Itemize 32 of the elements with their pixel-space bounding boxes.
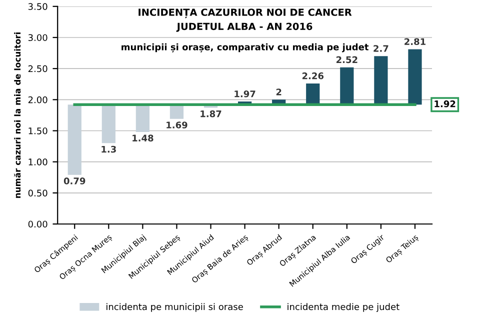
bar bbox=[408, 49, 422, 105]
y-tick-label: 1.00 bbox=[28, 158, 48, 166]
y-tick-label: 2.50 bbox=[28, 65, 48, 72]
data-label: 2.81 bbox=[404, 38, 426, 46]
data-label: 2.26 bbox=[302, 72, 324, 80]
y-tick-label: 2.00 bbox=[28, 96, 48, 104]
text: INCIDENȚA CAZURILOR NOI DE CANCER JUDETUL ALBA - AN 2016 bbox=[138, 8, 352, 32]
bar bbox=[68, 104, 82, 175]
legend-label: incidenta pe municipii si orase bbox=[106, 303, 243, 312]
y-tick-label: 3.00 bbox=[28, 34, 48, 42]
data-label: 2.52 bbox=[336, 56, 358, 64]
data-label: 2 bbox=[276, 88, 282, 96]
data-label: 1.97 bbox=[234, 90, 256, 98]
y-tick-label: 3.50 bbox=[28, 3, 48, 10]
legend-label: incidenta medie pe judet bbox=[288, 303, 400, 312]
annotation: 1.92 bbox=[434, 100, 456, 108]
y-axis-title: număr cazuri noi la mia de locuitori bbox=[14, 32, 21, 198]
bar bbox=[374, 56, 388, 105]
bar bbox=[306, 83, 320, 105]
bar bbox=[340, 67, 354, 105]
data-label: 1.3 bbox=[102, 146, 116, 153]
data-label: 2.7 bbox=[374, 45, 388, 52]
y-tick-label: 0.00 bbox=[28, 220, 48, 228]
bar bbox=[136, 104, 150, 132]
data-label: 1.48 bbox=[132, 134, 154, 142]
data-label: 1.87 bbox=[200, 110, 222, 118]
y-tick-label: 0.50 bbox=[28, 190, 48, 196]
text: municipii și orașe, comparativ cu media pe judet bbox=[122, 43, 369, 52]
data-label: 1.69 bbox=[166, 122, 188, 128]
data-label: 0.79 bbox=[64, 178, 86, 184]
y-tick-label: 1.50 bbox=[28, 127, 48, 134]
bar bbox=[102, 104, 116, 144]
